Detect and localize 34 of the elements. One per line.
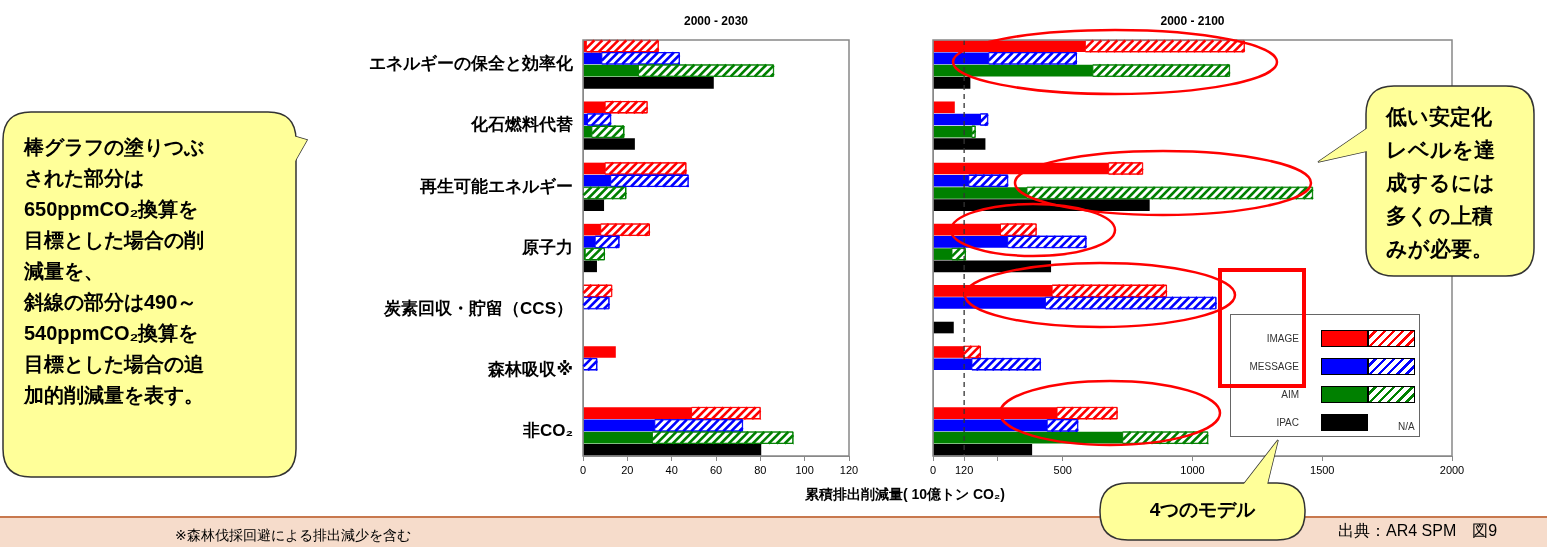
legend-label: IPAC — [1275, 416, 1299, 428]
x-tick-label: 1500 — [1310, 463, 1335, 476]
x-tick-label: 2000 — [1439, 463, 1465, 476]
legend-label: MESSAGE — [1248, 360, 1299, 372]
text: 斜線の部分は490～540ppmCO₂換算を目標とした場合の追加的削減量を表す。 — [24, 290, 205, 408]
annotation: N/A — [1398, 421, 1415, 432]
y-tick-label: 原子力 — [521, 237, 573, 257]
text: ※森林伐採回避による排出減少を含む — [175, 527, 411, 545]
chart-title: 2000 - 2100 — [1160, 14, 1225, 29]
x-tick-label: 0 — [929, 463, 937, 476]
x-tick-label: 0 — [579, 463, 587, 476]
text: 4つのモデル — [1148, 498, 1257, 522]
x-tick-label: 60 — [709, 463, 723, 476]
x-tick-label: 500 — [1053, 463, 1072, 476]
source-note: 出典：AR4 SPM 図9 — [1338, 521, 1498, 541]
x-tick-label: 100 — [795, 463, 814, 476]
x-tick-label: 120 — [954, 463, 974, 476]
y-tick-label: 非CO₂ — [521, 421, 573, 441]
y-tick-label: 化石燃料代替 — [470, 115, 573, 135]
y-tick-label: エネルギーの保全と効率化 — [369, 54, 574, 74]
x-tick-label: 80 — [754, 463, 767, 476]
annotation: 低い安定化レベルを達成するには多くの上積みが必要。 — [1386, 104, 1496, 262]
y-tick-label: 再生可能エネルギー — [419, 176, 573, 196]
chart-title: 2000 - 2030 — [683, 14, 749, 29]
x-tick-label: 1000 — [1180, 463, 1205, 476]
x-tick-label: 20 — [621, 463, 634, 476]
legend-label: AIM — [1280, 388, 1299, 400]
legend-label: IMAGE — [1265, 332, 1299, 344]
text: 棒グラフの塗りつぶされた部分は650ppmCO₂換算を目標とした場合の削減量を、 — [24, 135, 205, 284]
x-tick-label: 120 — [839, 463, 859, 476]
x-axis-title: 累積排出削減量( 10億トン CO₂) — [805, 486, 1005, 504]
x-tick-label: 40 — [665, 463, 678, 476]
y-tick-label: 炭素回収・貯留（CCS） — [383, 298, 573, 318]
y-tick-label: 森林吸収※ — [487, 360, 573, 380]
